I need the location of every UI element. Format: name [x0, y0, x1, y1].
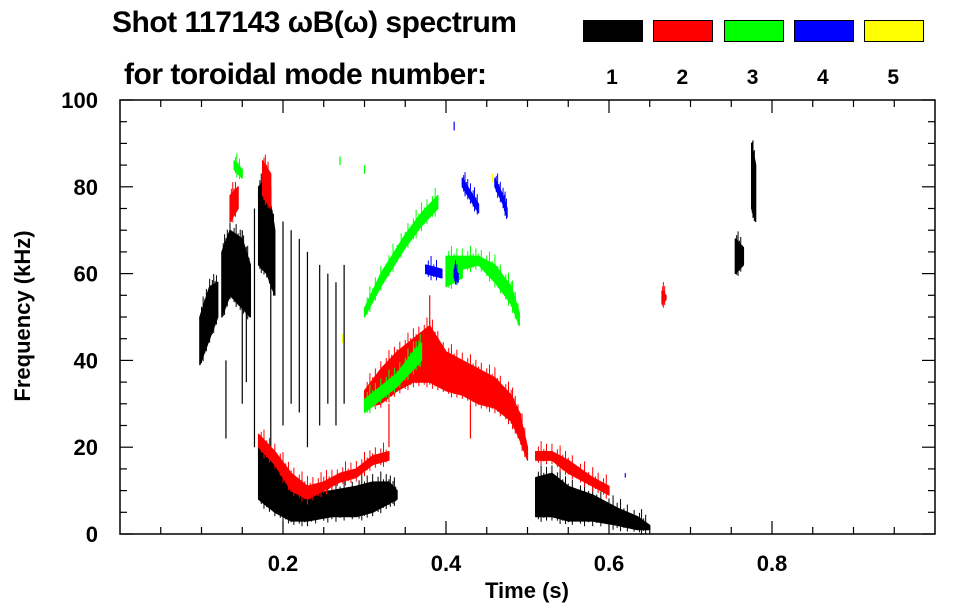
x-tick-label: 0.2 [268, 551, 299, 576]
legend-swatch-mode-2 [653, 20, 714, 42]
legend-label-mode-1: 1 [606, 66, 618, 89]
x-tick-label: 0.6 [594, 551, 625, 576]
y-axis-label: Frequency (kHz) [10, 230, 35, 401]
legend-label-mode-4: 4 [817, 66, 829, 89]
x-axis-label: Time (s) [485, 578, 569, 603]
legend-swatch-mode-4 [793, 20, 854, 42]
y-tick-label: 80 [74, 175, 98, 200]
legend-label-mode-2: 2 [676, 66, 689, 89]
legend-swatch-mode-1 [583, 20, 643, 42]
legend-swatch-mode-5 [864, 20, 925, 42]
chart-title: Shot 117143 ωB(ω) spectrum [112, 6, 517, 39]
legend-label-mode-3: 3 [746, 66, 759, 89]
y-tick-label: 60 [74, 262, 98, 287]
y-tick-label: 100 [61, 88, 98, 113]
y-tick-label: 0 [86, 522, 98, 547]
x-tick-label: 0.8 [757, 551, 788, 576]
x-tick-label: 0.4 [431, 551, 462, 576]
legend-swatch-mode-3 [723, 20, 784, 42]
legend-label-mode-5: 5 [887, 66, 900, 89]
y-tick-label: 40 [74, 348, 98, 373]
chart-subtitle: for toroidal mode number: [124, 58, 487, 91]
y-tick-label: 20 [74, 435, 98, 460]
